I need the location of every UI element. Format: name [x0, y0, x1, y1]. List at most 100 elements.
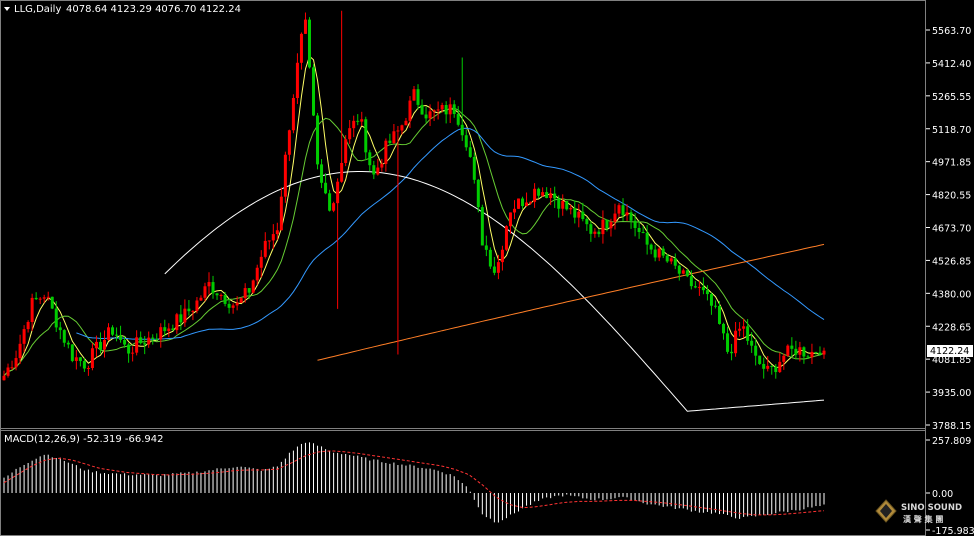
candle-body: [195, 300, 199, 311]
candle-body: [464, 135, 468, 148]
candle-body: [119, 335, 123, 340]
candle-body: [416, 89, 420, 105]
candle-body: [472, 156, 476, 180]
candle-body: [496, 262, 500, 273]
price-tick-label: 3935.00: [932, 388, 971, 399]
candle-body: [6, 367, 10, 376]
candle-body: [685, 270, 689, 277]
candle-body: [661, 248, 665, 256]
candle-body: [107, 327, 111, 340]
price-tick-label: 4673.70: [932, 224, 971, 235]
candle-body: [677, 265, 681, 274]
candle-body: [810, 351, 814, 358]
candle-body: [593, 231, 597, 234]
candle-body: [492, 266, 496, 273]
candle-body: [352, 120, 356, 129]
candle-body: [207, 282, 211, 287]
candle-body: [400, 125, 404, 131]
candle-body: [504, 226, 508, 250]
current-price-label: 4122.24: [930, 346, 969, 357]
candle-body: [428, 111, 432, 119]
candle-body: [175, 314, 179, 331]
candle-body: [348, 128, 352, 140]
candle-body: [131, 352, 135, 354]
candle-body: [573, 208, 577, 218]
candle-body: [541, 192, 545, 196]
candle-body: [440, 105, 444, 110]
candle-body: [456, 113, 460, 125]
candle-body: [500, 249, 504, 263]
macd-signal-line: [3, 450, 825, 516]
candle-body: [705, 290, 709, 295]
candle-body: [151, 337, 155, 340]
candle-body: [673, 258, 677, 266]
watermark-sub: 漢 聲 集 團: [903, 514, 943, 524]
candle-body: [115, 334, 119, 336]
candle-body: [332, 203, 336, 211]
price-tick-label: 5265.55: [932, 92, 971, 103]
candle-body: [384, 140, 388, 164]
price-tick-label: 4820.55: [932, 191, 971, 202]
logo-inner-icon: [880, 504, 892, 518]
price-tick-label: 4380.00: [932, 289, 971, 300]
price-tick-label: 5412.40: [932, 59, 971, 70]
candle-body: [239, 298, 243, 303]
ma-orange-line: [317, 243, 825, 361]
candlesticks: [2, 10, 826, 381]
candle-body: [404, 120, 408, 126]
candle-body: [191, 310, 195, 312]
candle-body: [537, 188, 541, 196]
candle-body: [665, 255, 669, 262]
symbol-dropdown-icon[interactable]: [4, 7, 10, 11]
candle-body: [364, 119, 368, 153]
candle-body: [717, 305, 721, 324]
candle-body: [14, 358, 18, 368]
candle-body: [291, 97, 295, 131]
macd-area[interactable]: [3, 442, 825, 523]
candle-body: [750, 340, 754, 346]
candle-body: [111, 327, 115, 335]
candle-body: [653, 249, 657, 258]
macd-tick-label: 0.00: [932, 489, 953, 500]
candle-body: [135, 337, 139, 353]
candle-body: [633, 220, 637, 228]
candle-body: [681, 270, 685, 274]
candle-body: [818, 352, 822, 355]
candle-body: [766, 365, 770, 369]
candle-body: [283, 154, 287, 197]
candle-body: [521, 198, 525, 207]
candle-body: [621, 205, 625, 216]
candle-body: [30, 297, 34, 323]
candle-body: [231, 305, 235, 308]
candle-body: [42, 297, 46, 299]
candle-body: [770, 365, 774, 367]
candle-body: [368, 152, 372, 166]
macd-axis: 257.809 0.00 -175.983: [926, 436, 974, 536]
candle-body: [183, 308, 187, 323]
candle-body: [557, 198, 561, 209]
candle-body: [179, 314, 183, 323]
candle-body: [693, 286, 697, 288]
candle-body: [625, 212, 629, 216]
candle-body: [782, 355, 786, 362]
macd-label: MACD(12,26,9) -52.319 -66.942: [4, 434, 164, 445]
candle-body: [10, 367, 14, 369]
candle-body: [609, 221, 613, 229]
candle-body: [754, 345, 758, 356]
candle-body: [629, 212, 633, 221]
candle-body: [525, 202, 529, 207]
candle-body: [569, 208, 573, 210]
candle-body: [508, 212, 512, 227]
candle-body: [34, 297, 38, 300]
candle-body: [299, 33, 303, 63]
candle-body: [778, 361, 782, 373]
price-axis[interactable]: 5563.70 5412.40 5265.55 5118.70 4971.85 4820.…: [926, 26, 971, 432]
candle-body: [468, 147, 472, 157]
symbol-label[interactable]: LLG,Daily: [14, 4, 61, 15]
ohlc-readout: 4078.64 4123.29 4076.70 4122.24: [66, 4, 241, 15]
candle-body: [139, 337, 143, 344]
candle-body: [484, 245, 488, 250]
candle-body: [774, 366, 778, 373]
candle-body: [320, 164, 324, 183]
